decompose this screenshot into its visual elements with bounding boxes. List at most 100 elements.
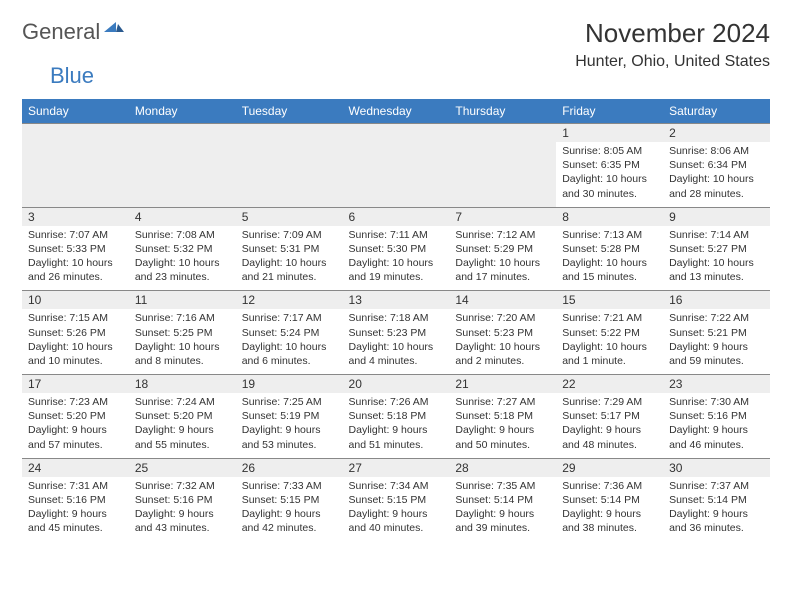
day-number: 18: [129, 375, 236, 393]
day-cell: 26Sunrise: 7:33 AMSunset: 5:15 PMDayligh…: [236, 458, 343, 541]
day-details: Sunrise: 7:22 AMSunset: 5:21 PMDaylight:…: [663, 309, 770, 374]
day-number: 13: [343, 291, 450, 309]
day-number: 6: [343, 208, 450, 226]
day-details: Sunrise: 7:35 AMSunset: 5:14 PMDaylight:…: [449, 477, 556, 542]
col-wednesday: Wednesday: [343, 99, 450, 124]
day-details: Sunrise: 7:37 AMSunset: 5:14 PMDaylight:…: [663, 477, 770, 542]
day-number: 26: [236, 459, 343, 477]
day-number: 29: [556, 459, 663, 477]
day-number: 15: [556, 291, 663, 309]
col-friday: Friday: [556, 99, 663, 124]
day-details: Sunrise: 7:14 AMSunset: 5:27 PMDaylight:…: [663, 226, 770, 291]
day-details: Sunrise: 7:27 AMSunset: 5:18 PMDaylight:…: [449, 393, 556, 458]
day-number: 9: [663, 208, 770, 226]
day-number: 30: [663, 459, 770, 477]
day-details: Sunrise: 7:20 AMSunset: 5:23 PMDaylight:…: [449, 309, 556, 374]
day-details: Sunrise: 7:26 AMSunset: 5:18 PMDaylight:…: [343, 393, 450, 458]
day-cell: 25Sunrise: 7:32 AMSunset: 5:16 PMDayligh…: [129, 458, 236, 541]
day-details: Sunrise: 7:33 AMSunset: 5:15 PMDaylight:…: [236, 477, 343, 542]
day-number: 21: [449, 375, 556, 393]
day-number: 10: [22, 291, 129, 309]
day-details: Sunrise: 7:17 AMSunset: 5:24 PMDaylight:…: [236, 309, 343, 374]
day-cell: 21Sunrise: 7:27 AMSunset: 5:18 PMDayligh…: [449, 375, 556, 459]
calendar-table: Sunday Monday Tuesday Wednesday Thursday…: [22, 99, 770, 541]
day-number: 22: [556, 375, 663, 393]
day-details: Sunrise: 7:15 AMSunset: 5:26 PMDaylight:…: [22, 309, 129, 374]
week-row: 10Sunrise: 7:15 AMSunset: 5:26 PMDayligh…: [22, 291, 770, 375]
day-details: Sunrise: 7:36 AMSunset: 5:14 PMDaylight:…: [556, 477, 663, 542]
day-cell: 14Sunrise: 7:20 AMSunset: 5:23 PMDayligh…: [449, 291, 556, 375]
day-number: 28: [449, 459, 556, 477]
day-number: 7: [449, 208, 556, 226]
day-details: Sunrise: 7:23 AMSunset: 5:20 PMDaylight:…: [22, 393, 129, 458]
day-details: Sunrise: 8:06 AMSunset: 6:34 PMDaylight:…: [663, 142, 770, 207]
col-monday: Monday: [129, 99, 236, 124]
day-cell: 12Sunrise: 7:17 AMSunset: 5:24 PMDayligh…: [236, 291, 343, 375]
week-row: 17Sunrise: 7:23 AMSunset: 5:20 PMDayligh…: [22, 375, 770, 459]
day-cell: 9Sunrise: 7:14 AMSunset: 5:27 PMDaylight…: [663, 207, 770, 291]
day-cell: 5Sunrise: 7:09 AMSunset: 5:31 PMDaylight…: [236, 207, 343, 291]
day-details: Sunrise: 7:32 AMSunset: 5:16 PMDaylight:…: [129, 477, 236, 542]
day-details: Sunrise: 7:12 AMSunset: 5:29 PMDaylight:…: [449, 226, 556, 291]
day-cell: 4Sunrise: 7:08 AMSunset: 5:32 PMDaylight…: [129, 207, 236, 291]
week-row: 1Sunrise: 8:05 AMSunset: 6:35 PMDaylight…: [22, 124, 770, 208]
weekday-header-row: Sunday Monday Tuesday Wednesday Thursday…: [22, 99, 770, 124]
day-number: 8: [556, 208, 663, 226]
day-cell: 3Sunrise: 7:07 AMSunset: 5:33 PMDaylight…: [22, 207, 129, 291]
day-number: 11: [129, 291, 236, 309]
day-cell: 7Sunrise: 7:12 AMSunset: 5:29 PMDaylight…: [449, 207, 556, 291]
day-cell: [343, 124, 450, 208]
day-details: Sunrise: 7:25 AMSunset: 5:19 PMDaylight:…: [236, 393, 343, 458]
day-number: 16: [663, 291, 770, 309]
day-cell: 2Sunrise: 8:06 AMSunset: 6:34 PMDaylight…: [663, 124, 770, 208]
logo: General: [22, 18, 126, 45]
day-number: 4: [129, 208, 236, 226]
day-cell: [22, 124, 129, 208]
col-sunday: Sunday: [22, 99, 129, 124]
day-number: 19: [236, 375, 343, 393]
day-details: Sunrise: 7:13 AMSunset: 5:28 PMDaylight:…: [556, 226, 663, 291]
day-cell: 6Sunrise: 7:11 AMSunset: 5:30 PMDaylight…: [343, 207, 450, 291]
day-details: Sunrise: 7:11 AMSunset: 5:30 PMDaylight:…: [343, 226, 450, 291]
day-cell: 13Sunrise: 7:18 AMSunset: 5:23 PMDayligh…: [343, 291, 450, 375]
day-number: 27: [343, 459, 450, 477]
day-cell: 16Sunrise: 7:22 AMSunset: 5:21 PMDayligh…: [663, 291, 770, 375]
logo-icon: [104, 18, 124, 37]
col-thursday: Thursday: [449, 99, 556, 124]
day-cell: [449, 124, 556, 208]
logo-word2: Blue: [50, 63, 94, 88]
week-row: 3Sunrise: 7:07 AMSunset: 5:33 PMDaylight…: [22, 207, 770, 291]
week-row: 24Sunrise: 7:31 AMSunset: 5:16 PMDayligh…: [22, 458, 770, 541]
day-cell: 27Sunrise: 7:34 AMSunset: 5:15 PMDayligh…: [343, 458, 450, 541]
day-cell: 1Sunrise: 8:05 AMSunset: 6:35 PMDaylight…: [556, 124, 663, 208]
day-cell: 28Sunrise: 7:35 AMSunset: 5:14 PMDayligh…: [449, 458, 556, 541]
day-cell: [236, 124, 343, 208]
day-details: Sunrise: 7:09 AMSunset: 5:31 PMDaylight:…: [236, 226, 343, 291]
day-number: 17: [22, 375, 129, 393]
day-number: 5: [236, 208, 343, 226]
day-details: Sunrise: 7:24 AMSunset: 5:20 PMDaylight:…: [129, 393, 236, 458]
day-details: Sunrise: 7:34 AMSunset: 5:15 PMDaylight:…: [343, 477, 450, 542]
day-details: Sunrise: 7:31 AMSunset: 5:16 PMDaylight:…: [22, 477, 129, 542]
day-details: Sunrise: 7:30 AMSunset: 5:16 PMDaylight:…: [663, 393, 770, 458]
day-cell: 30Sunrise: 7:37 AMSunset: 5:14 PMDayligh…: [663, 458, 770, 541]
day-cell: 24Sunrise: 7:31 AMSunset: 5:16 PMDayligh…: [22, 458, 129, 541]
day-details: Sunrise: 7:21 AMSunset: 5:22 PMDaylight:…: [556, 309, 663, 374]
day-number: 1: [556, 124, 663, 142]
day-number: 24: [22, 459, 129, 477]
col-tuesday: Tuesday: [236, 99, 343, 124]
day-number: 25: [129, 459, 236, 477]
day-number: 3: [22, 208, 129, 226]
day-details: Sunrise: 7:18 AMSunset: 5:23 PMDaylight:…: [343, 309, 450, 374]
day-cell: 18Sunrise: 7:24 AMSunset: 5:20 PMDayligh…: [129, 375, 236, 459]
day-cell: 15Sunrise: 7:21 AMSunset: 5:22 PMDayligh…: [556, 291, 663, 375]
day-number: 23: [663, 375, 770, 393]
day-details: Sunrise: 8:05 AMSunset: 6:35 PMDaylight:…: [556, 142, 663, 207]
day-details: Sunrise: 7:08 AMSunset: 5:32 PMDaylight:…: [129, 226, 236, 291]
day-number: 2: [663, 124, 770, 142]
day-cell: 29Sunrise: 7:36 AMSunset: 5:14 PMDayligh…: [556, 458, 663, 541]
day-details: Sunrise: 7:29 AMSunset: 5:17 PMDaylight:…: [556, 393, 663, 458]
day-cell: 8Sunrise: 7:13 AMSunset: 5:28 PMDaylight…: [556, 207, 663, 291]
day-cell: 11Sunrise: 7:16 AMSunset: 5:25 PMDayligh…: [129, 291, 236, 375]
day-cell: 23Sunrise: 7:30 AMSunset: 5:16 PMDayligh…: [663, 375, 770, 459]
